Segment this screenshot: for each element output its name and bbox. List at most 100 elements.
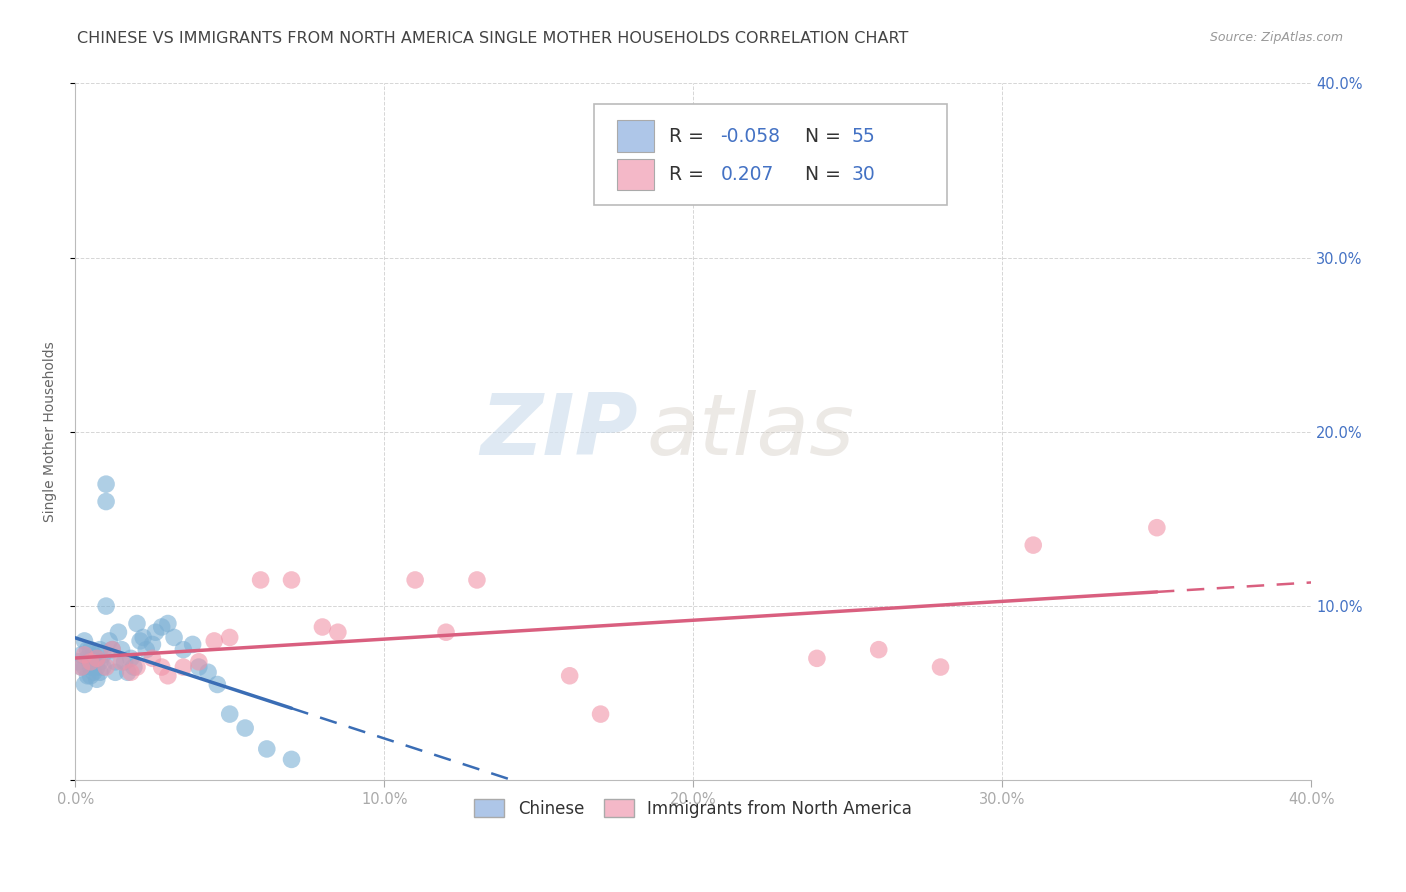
Point xyxy=(145,625,167,640)
Point xyxy=(91,648,114,662)
Point xyxy=(79,655,101,669)
Point xyxy=(94,599,117,613)
Point xyxy=(141,651,163,665)
FancyBboxPatch shape xyxy=(617,159,654,190)
Point xyxy=(181,637,204,651)
Point xyxy=(120,665,142,680)
Legend: Chinese, Immigrants from North America: Chinese, Immigrants from North America xyxy=(468,792,920,824)
Text: R =: R = xyxy=(669,165,710,184)
Point xyxy=(89,665,111,680)
Point xyxy=(101,642,124,657)
Point xyxy=(101,642,124,657)
Point xyxy=(125,616,148,631)
Point xyxy=(73,677,96,691)
Text: N =: N = xyxy=(804,127,846,145)
Text: 30: 30 xyxy=(852,165,876,184)
Point xyxy=(172,660,194,674)
Point xyxy=(73,648,96,662)
Point xyxy=(589,707,612,722)
Point xyxy=(132,631,155,645)
Point xyxy=(187,655,209,669)
Point xyxy=(94,477,117,491)
Point xyxy=(326,625,349,640)
Point xyxy=(73,660,96,674)
Point xyxy=(218,707,240,722)
Point xyxy=(89,655,111,669)
Point xyxy=(107,625,129,640)
Point xyxy=(79,669,101,683)
Point xyxy=(233,721,256,735)
Point xyxy=(135,642,157,657)
Point xyxy=(76,642,98,657)
Text: CHINESE VS IMMIGRANTS FROM NORTH AMERICA SINGLE MOTHER HOUSEHOLDS CORRELATION CH: CHINESE VS IMMIGRANTS FROM NORTH AMERICA… xyxy=(77,31,908,46)
Point xyxy=(207,677,229,691)
Point xyxy=(150,620,173,634)
Y-axis label: Single Mother Households: Single Mother Households xyxy=(44,342,58,522)
Point xyxy=(197,665,219,680)
Text: 0.207: 0.207 xyxy=(720,165,773,184)
Point xyxy=(117,665,139,680)
Point xyxy=(202,634,225,648)
Point xyxy=(76,651,98,665)
Point xyxy=(249,573,271,587)
Point xyxy=(67,655,90,669)
Point xyxy=(156,669,179,683)
Point xyxy=(70,660,93,674)
Point xyxy=(150,660,173,674)
Point xyxy=(256,742,278,756)
Point xyxy=(120,651,142,665)
Point xyxy=(76,669,98,683)
Point xyxy=(104,665,127,680)
Point xyxy=(110,642,132,657)
FancyBboxPatch shape xyxy=(617,120,654,152)
Point xyxy=(98,634,121,648)
Point xyxy=(70,648,93,662)
Point xyxy=(83,665,105,680)
Point xyxy=(806,651,828,665)
Point xyxy=(125,660,148,674)
Point xyxy=(83,648,105,662)
Point xyxy=(141,637,163,651)
Point xyxy=(868,642,890,657)
Point xyxy=(73,634,96,648)
Point xyxy=(156,616,179,631)
Point xyxy=(114,655,136,669)
Point xyxy=(172,642,194,657)
Point xyxy=(86,672,108,686)
Point xyxy=(70,660,93,674)
Point xyxy=(129,634,152,648)
Point xyxy=(280,752,302,766)
Point xyxy=(1146,521,1168,535)
Point xyxy=(91,660,114,674)
Text: Source: ZipAtlas.com: Source: ZipAtlas.com xyxy=(1209,31,1343,45)
Point xyxy=(79,642,101,657)
Point xyxy=(404,573,426,587)
Text: R =: R = xyxy=(669,127,710,145)
Text: 55: 55 xyxy=(852,127,876,145)
Point xyxy=(122,660,145,674)
Point xyxy=(187,660,209,674)
Point xyxy=(434,625,457,640)
Point xyxy=(94,494,117,508)
Point xyxy=(280,573,302,587)
FancyBboxPatch shape xyxy=(595,104,946,205)
Point xyxy=(465,573,488,587)
Point xyxy=(83,655,105,669)
Point xyxy=(929,660,952,674)
Point xyxy=(558,669,581,683)
Point xyxy=(79,660,101,674)
Point xyxy=(163,631,186,645)
Point xyxy=(86,651,108,665)
Point xyxy=(79,655,101,669)
Point xyxy=(104,655,127,669)
Point xyxy=(86,660,108,674)
Text: ZIP: ZIP xyxy=(479,391,638,474)
Point xyxy=(94,660,117,674)
Point xyxy=(110,655,132,669)
Point xyxy=(1022,538,1045,552)
Text: N =: N = xyxy=(804,165,846,184)
Text: -0.058: -0.058 xyxy=(720,127,780,145)
Point xyxy=(89,642,111,657)
Point xyxy=(311,620,333,634)
Point xyxy=(86,651,108,665)
